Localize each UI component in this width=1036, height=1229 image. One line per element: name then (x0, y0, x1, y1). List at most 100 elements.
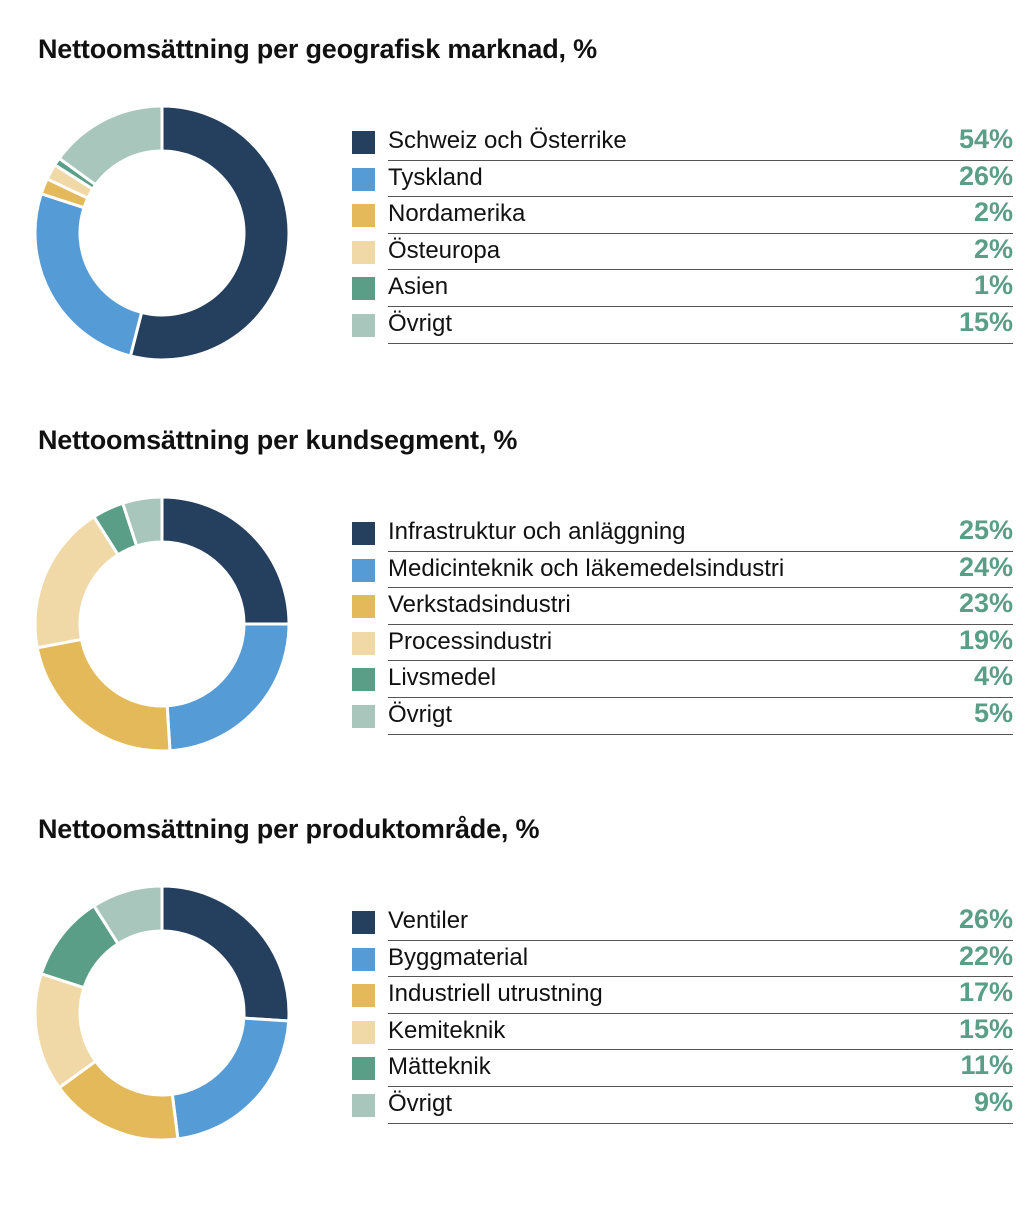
legend-swatch (352, 704, 375, 728)
legend-swatch (352, 911, 375, 934)
legend-item: Östeuropa 2% (352, 234, 1013, 271)
legend-label: Nordamerika (388, 200, 526, 228)
divider (388, 342, 1013, 344)
legend-label: Kemiteknik (388, 1016, 506, 1044)
legend-label: Tyskland (388, 163, 483, 191)
legend-item: Asien 1% (352, 270, 1013, 307)
data-label: 23% (958, 588, 1013, 619)
divider (388, 232, 1013, 234)
donut-chart (33, 495, 291, 753)
legend-swatch (352, 522, 375, 545)
legend-label: Byggmaterial (388, 943, 529, 971)
legend-label: Infrastruktur och anläggning (388, 518, 686, 545)
legend-swatch (352, 167, 375, 191)
legend-label: Livsmedel (388, 664, 497, 692)
legend-label: Mätteknik (388, 1053, 491, 1081)
data-label: 1% (973, 270, 1013, 301)
donut-slice-2 (170, 1016, 291, 1141)
donut-chart (33, 104, 291, 362)
legend-item: Livsmedel 4% (352, 661, 1013, 698)
data-label: 54% (958, 124, 1013, 154)
divider (388, 660, 1013, 662)
divider (388, 1085, 1013, 1087)
data-label: 25% (958, 515, 1013, 545)
legend-label: Övrigt (388, 1089, 453, 1117)
chart-title: Nettoomsättning per kundsegment, % (38, 425, 518, 455)
legend-label: Övrigt (388, 700, 453, 728)
legend-label: Processindustri (388, 627, 553, 655)
legend-item: Kemiteknik 15% (352, 1014, 1013, 1051)
legend-swatch (352, 240, 375, 264)
donut-slice-6 (57, 104, 164, 187)
legend-item: Övrigt 5% (352, 698, 1013, 735)
legend-label: Ventiler (388, 907, 469, 934)
divider (388, 550, 1013, 552)
data-label: 5% (973, 697, 1013, 728)
legend: Infrastruktur och anläggning 25% Medicinte… (352, 515, 1013, 735)
legend-swatch (352, 277, 375, 301)
data-label: 15% (958, 1013, 1013, 1044)
donut-slice-2 (165, 622, 291, 753)
divider (388, 587, 1013, 589)
legend-swatch (352, 1093, 375, 1117)
data-label: 22% (958, 940, 1013, 971)
legend-label: Övrigt (388, 309, 453, 337)
data-label: 26% (958, 160, 1013, 191)
data-label: 17% (958, 977, 1013, 1008)
legend: Schweiz och Österrike 54% Tyskland 26% Norda… (352, 124, 1013, 344)
data-label: 11% (960, 1050, 1013, 1081)
legend-item: Processindustri 19% (352, 625, 1013, 662)
legend-swatch (352, 984, 375, 1008)
divider (388, 269, 1013, 271)
legend-item: Byggmaterial 22% (352, 941, 1013, 978)
legend-swatch (352, 1020, 375, 1044)
divider (388, 1122, 1013, 1124)
donut-chart-section: Nettoomsättning per geografisk marknad, … (0, 0, 1036, 390)
divider (388, 1049, 1013, 1051)
donut-chart-section: Nettoomsättning per kundsegment, % Infras… (0, 391, 1036, 781)
divider (388, 939, 1013, 941)
legend-swatch (352, 131, 375, 154)
donut-slice-6 (91, 884, 164, 946)
donut-slice-3 (35, 637, 172, 753)
legend-label: Östeuropa (388, 236, 501, 264)
legend-label: Verkstadsindustri (388, 591, 571, 619)
legend-item: Industriell utrustning 17% (352, 977, 1013, 1014)
divider (388, 733, 1013, 735)
chart-title: Nettoomsättning per geografisk marknad, … (38, 34, 597, 64)
legend-item: Schweiz och Österrike 54% (352, 124, 1013, 161)
donut-chart-section: Nettoomsättning per produktområde, % Vent… (0, 780, 1036, 1170)
donut-slice-1 (160, 884, 291, 1023)
legend: Ventiler 26% Byggmaterial 22% Industriell ut… (352, 904, 1013, 1124)
legend-swatch (352, 558, 375, 582)
donut-slice-1 (128, 104, 291, 362)
legend-item: Tyskland 26% (352, 161, 1013, 198)
data-label: 9% (973, 1086, 1013, 1117)
legend-label: Schweiz och Österrike (388, 127, 627, 154)
legend-swatch (352, 595, 375, 619)
donut-slice-1 (160, 495, 291, 626)
legend-item: Övrigt 15% (352, 307, 1013, 344)
legend-label: Asien (388, 273, 449, 301)
divider (388, 623, 1013, 625)
donut-chart (33, 884, 291, 1142)
legend-swatch (352, 947, 375, 971)
legend-item: Infrastruktur och anläggning 25% (352, 515, 1013, 552)
legend-item: Nordamerika 2% (352, 197, 1013, 234)
legend-swatch (352, 668, 375, 692)
divider (388, 305, 1013, 307)
divider (388, 196, 1013, 198)
legend-item: Mätteknik 11% (352, 1050, 1013, 1087)
data-label: 19% (958, 624, 1013, 655)
data-label: 4% (973, 661, 1013, 692)
data-label: 15% (958, 306, 1013, 337)
legend-swatch (352, 1057, 375, 1081)
legend-swatch (352, 313, 375, 337)
divider (388, 159, 1013, 161)
divider (388, 696, 1013, 698)
data-label: 24% (958, 551, 1013, 582)
donut-slice-2 (33, 191, 144, 358)
chart-title: Nettoomsättning per produktområde, % (38, 814, 540, 844)
legend-item: Ventiler 26% (352, 904, 1013, 941)
data-label: 26% (958, 904, 1013, 934)
